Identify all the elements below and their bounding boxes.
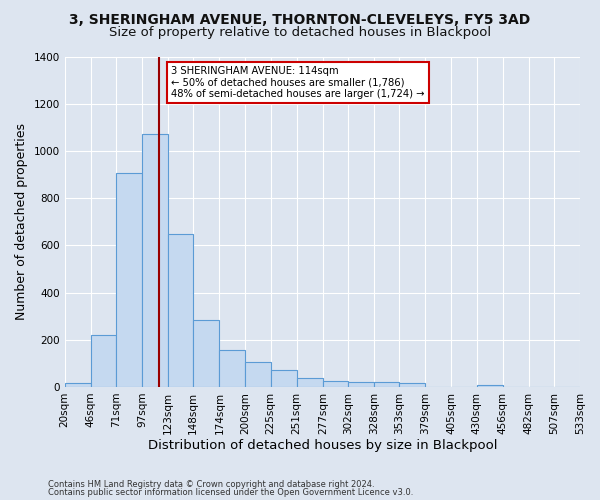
Text: Contains public sector information licensed under the Open Government Licence v3: Contains public sector information licen… [48,488,413,497]
Bar [297,378,323,387]
Text: 3 SHERINGHAM AVENUE: 114sqm
← 50% of detached houses are smaller (1,786)
48% of : 3 SHERINGHAM AVENUE: 114sqm ← 50% of det… [171,66,425,99]
Text: 3, SHERINGHAM AVENUE, THORNTON-CLEVELEYS, FY5 3AD: 3, SHERINGHAM AVENUE, THORNTON-CLEVELEYS… [70,12,530,26]
Bar [245,362,271,387]
Bar [476,384,503,387]
Y-axis label: Number of detached properties: Number of detached properties [15,123,28,320]
Bar [323,380,348,387]
Bar [220,350,245,387]
Bar [271,370,297,387]
Text: Contains HM Land Registry data © Crown copyright and database right 2024.: Contains HM Land Registry data © Crown c… [48,480,374,489]
Bar [193,320,220,387]
Text: Size of property relative to detached houses in Blackpool: Size of property relative to detached ho… [109,26,491,39]
Bar [116,174,142,387]
X-axis label: Distribution of detached houses by size in Blackpool: Distribution of detached houses by size … [148,440,497,452]
Bar [374,382,399,387]
Bar [142,134,168,387]
Bar [91,335,116,387]
Bar [399,384,425,387]
Bar [168,234,193,387]
Bar [65,382,91,387]
Bar [348,382,374,387]
